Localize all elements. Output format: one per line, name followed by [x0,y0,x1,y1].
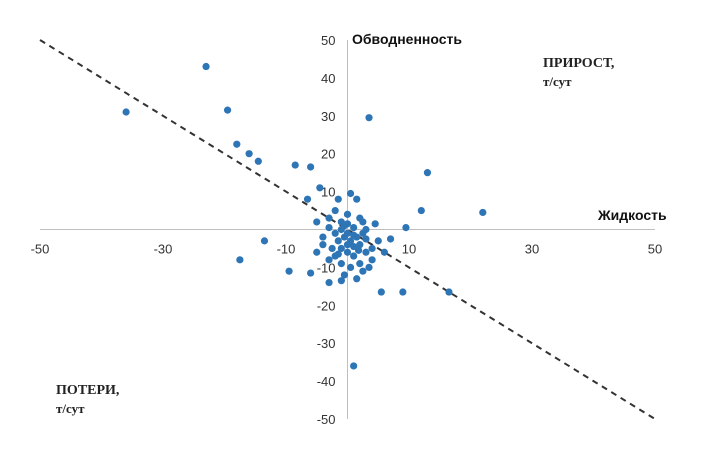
data-point [319,233,327,241]
data-point [402,224,410,232]
data-point [340,233,349,241]
x-tick-label: 50 [648,242,662,257]
data-point [380,248,388,256]
data-point [325,214,333,222]
data-point [343,241,352,249]
data-point [359,267,367,275]
y-tick-label: 50 [321,33,335,48]
x-tick-label: -50 [31,242,50,257]
data-point [291,161,299,169]
data-point [334,195,342,203]
data-point [350,231,358,239]
data-point [313,248,321,256]
data-point [337,277,345,285]
data-point [122,108,130,116]
data-point [399,288,407,296]
data-point [386,235,395,243]
data-point [374,237,382,245]
y-tick-label: 20 [321,147,335,162]
quadrant-sublabel-losses: т/сут [56,401,85,416]
data-point [307,269,315,277]
data-point [343,248,352,256]
data-point [303,195,312,203]
y-tick-label: 10 [321,185,335,200]
data-point [362,235,370,243]
x-tick-labels: -50 -30 -10 10 30 50 [31,242,663,257]
data-point [331,206,339,215]
y-axis-title: Обводненность [352,31,462,47]
data-point [337,244,345,253]
data-point [346,263,355,271]
data-point [350,252,358,260]
data-point [340,222,349,230]
data-point [356,260,364,268]
axes [40,40,655,419]
data-point [233,140,241,148]
data-point [479,208,487,217]
data-point [307,163,315,171]
data-point [417,206,425,215]
data-point [371,220,379,228]
data-point [245,150,253,158]
y-tick-label: -30 [317,336,336,351]
data-point [353,195,361,203]
y-tick-label: 30 [321,109,335,124]
data-point [354,246,363,254]
y-tick-label: -10 [317,260,336,275]
y-tick-label: -50 [317,412,336,427]
data-point [313,218,321,226]
data-point [340,271,349,279]
data-point [285,267,293,275]
data-point [325,256,333,264]
data-point [343,210,352,218]
data-point [334,237,342,245]
data-point [334,250,342,258]
data-point [328,244,336,253]
data-point [359,218,367,226]
data-point [365,263,373,271]
data-point [356,241,364,249]
data-points [122,62,487,370]
data-point [368,244,376,253]
x-tick-label: 10 [402,242,416,257]
data-point [236,256,244,264]
data-point [362,225,370,234]
data-point [350,224,358,232]
x-tick-label: -10 [277,242,296,257]
data-point [325,224,333,232]
data-point [368,256,376,264]
data-point [350,242,358,251]
y-tick-label: -20 [317,298,336,313]
data-point [316,184,324,192]
y-tick-label: -40 [317,374,336,389]
data-point [223,106,232,114]
y-tick-labels: 50 40 30 20 10 -10 -20 -30 -40 -50 [317,33,336,427]
data-point [353,275,361,283]
data-point [319,241,327,249]
data-point [377,288,385,296]
data-point [337,260,345,268]
data-point [365,114,373,122]
data-point [325,278,333,287]
data-point [423,169,432,177]
data-point [331,229,339,237]
data-point [445,288,453,296]
data-point [202,62,210,71]
data-point [350,362,358,370]
data-point [346,189,355,198]
quadrant-sublabel-growth: т/сут [543,74,572,89]
x-tick-label: -30 [154,242,173,257]
data-point [260,237,269,245]
quadrant-label-losses: ПОТЕРИ, [56,383,119,398]
x-tick-label: 30 [525,242,539,257]
data-point [362,248,370,256]
y-tick-label: 40 [321,71,335,86]
quadrant-label-growth: ПРИРОСТ, [543,56,614,71]
x-axis-title: Жидкость [597,207,667,223]
data-point [254,157,262,165]
